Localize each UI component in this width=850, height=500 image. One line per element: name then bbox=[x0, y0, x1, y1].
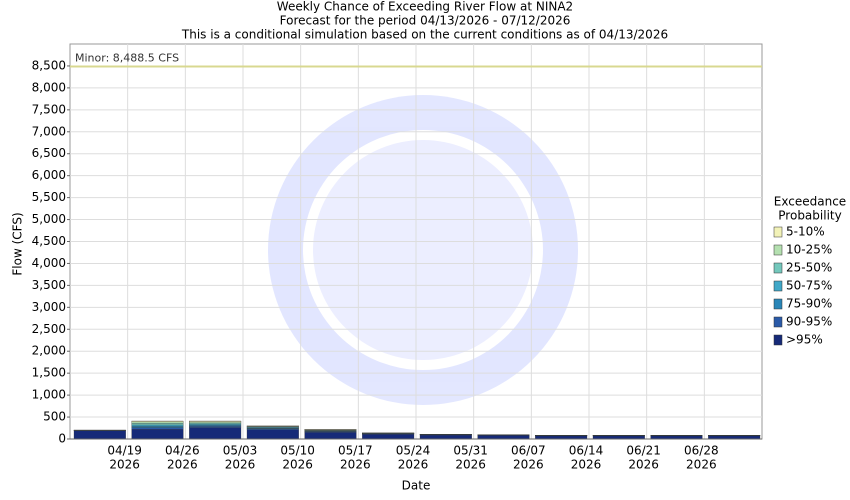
x-tick-label: 06/28 bbox=[684, 444, 719, 458]
legend-title: Probability bbox=[778, 209, 841, 223]
legend-title: Exceedance bbox=[774, 195, 846, 209]
x-tick-label: 2026 bbox=[282, 458, 313, 472]
legend-swatch bbox=[773, 226, 783, 238]
y-tick-label: 4,500 bbox=[32, 234, 66, 248]
x-tick-label: 06/14 bbox=[569, 444, 604, 458]
y-tick-label: 3,500 bbox=[32, 278, 66, 292]
bar-segment bbox=[131, 420, 184, 423]
x-tick-label: 2026 bbox=[628, 458, 659, 472]
bar-segment bbox=[131, 426, 184, 428]
y-tick-label: 500 bbox=[43, 410, 66, 424]
x-tick-label: 2026 bbox=[225, 458, 256, 472]
y-tick-label: 8,000 bbox=[32, 80, 66, 94]
y-tick-label: 4,000 bbox=[32, 256, 66, 270]
y-tick-label: 5,000 bbox=[32, 212, 66, 226]
bar-segment bbox=[131, 429, 184, 440]
y-tick-label: 7,500 bbox=[32, 102, 66, 116]
y-tick-label: 5,500 bbox=[32, 190, 66, 204]
x-tick-label: 2026 bbox=[571, 458, 602, 472]
legend-label: 75-90% bbox=[786, 297, 832, 311]
y-tick-label: 7,000 bbox=[32, 124, 66, 138]
bar-segment bbox=[189, 420, 242, 423]
threshold-label: Minor: 8,488.5 CFS bbox=[75, 51, 179, 64]
bar-segment bbox=[189, 423, 242, 426]
x-tick-label: 05/24 bbox=[396, 444, 431, 458]
legend-label: >95% bbox=[786, 333, 823, 347]
bar-segment bbox=[477, 435, 530, 440]
x-tick-label: 2026 bbox=[513, 458, 544, 472]
x-tick-label: 2026 bbox=[398, 458, 429, 472]
legend-swatch bbox=[773, 280, 783, 292]
y-tick-label: 6,000 bbox=[32, 168, 66, 182]
bar-segment bbox=[131, 423, 184, 426]
bar-segment bbox=[189, 425, 242, 427]
legend-label: 50-75% bbox=[786, 279, 832, 293]
bar-segment bbox=[131, 424, 184, 427]
title-line: Forecast for the period 04/13/2026 - 07/… bbox=[280, 14, 571, 28]
x-tick-label: 06/21 bbox=[626, 444, 661, 458]
y-axis-label: Flow (CFS) bbox=[11, 212, 25, 275]
y-tick-label: 2,000 bbox=[32, 344, 66, 358]
y-tick-label: 1,000 bbox=[32, 388, 66, 402]
x-tick-label: 05/31 bbox=[453, 444, 488, 458]
bar-segment bbox=[304, 432, 357, 440]
watermark bbox=[268, 95, 578, 405]
y-tick-label: 3,000 bbox=[32, 300, 66, 314]
bar-segment bbox=[189, 421, 242, 424]
bar-segment bbox=[419, 434, 472, 440]
x-tick-label: 05/03 bbox=[223, 444, 258, 458]
legend-swatch bbox=[773, 334, 783, 346]
x-tick-label: 2026 bbox=[455, 458, 486, 472]
legend-label: 10-25% bbox=[786, 243, 832, 257]
bar-segment bbox=[246, 429, 299, 440]
y-tick-label: 0 bbox=[58, 432, 66, 446]
title-line: Weekly Chance of Exceeding River Flow at… bbox=[277, 0, 573, 14]
bar-segment bbox=[189, 427, 242, 440]
bar-segment bbox=[73, 430, 126, 440]
title-line: This is a conditional simulation based o… bbox=[181, 28, 668, 42]
y-tick-label: 6,500 bbox=[32, 146, 66, 160]
legend-swatch bbox=[773, 316, 783, 328]
bar-segment bbox=[246, 428, 299, 430]
x-tick-label: 05/17 bbox=[338, 444, 373, 458]
x-tick-label: 2026 bbox=[167, 458, 198, 472]
bar-segment bbox=[189, 422, 242, 425]
bar-segment bbox=[131, 427, 184, 430]
legend-label: 5-10% bbox=[786, 225, 825, 239]
y-tick-label: 1,500 bbox=[32, 366, 66, 380]
x-tick-label: 04/19 bbox=[107, 444, 142, 458]
y-tick-label: 2,500 bbox=[32, 322, 66, 336]
legend-swatch bbox=[773, 262, 783, 274]
x-tick-label: 2026 bbox=[686, 458, 717, 472]
x-tick-label: 04/26 bbox=[165, 444, 200, 458]
x-tick-label: 2026 bbox=[340, 458, 371, 472]
legend-label: 90-95% bbox=[786, 315, 832, 329]
bar-segment bbox=[362, 434, 415, 440]
x-tick-label: 06/07 bbox=[511, 444, 546, 458]
x-axis-label: Date bbox=[402, 479, 431, 493]
legend-label: 25-50% bbox=[786, 261, 832, 275]
bar-segment bbox=[131, 421, 184, 424]
legend-swatch bbox=[773, 298, 783, 310]
x-tick-label: 05/10 bbox=[280, 444, 315, 458]
y-tick-label: 8,500 bbox=[32, 58, 66, 72]
legend-swatch bbox=[773, 244, 783, 256]
x-tick-label: 2026 bbox=[109, 458, 140, 472]
bar-segment bbox=[189, 426, 242, 428]
